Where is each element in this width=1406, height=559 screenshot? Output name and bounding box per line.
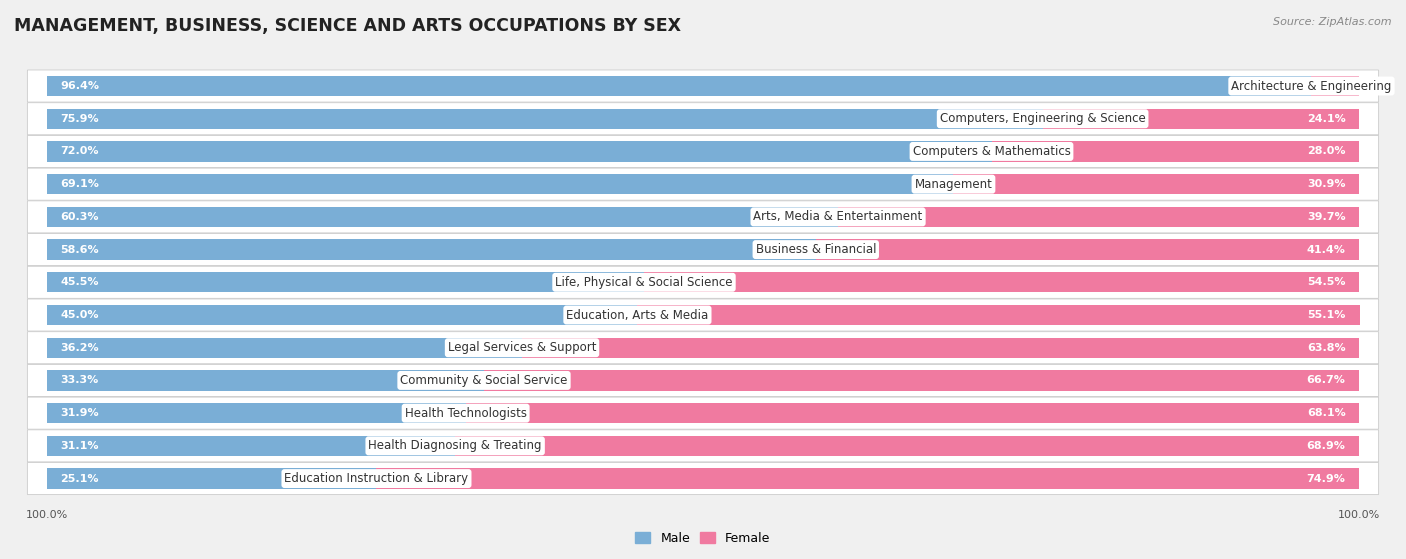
FancyBboxPatch shape: [27, 234, 1379, 266]
Text: 96.4%: 96.4%: [60, 81, 100, 91]
Text: Education Instruction & Library: Education Instruction & Library: [284, 472, 468, 485]
Bar: [48, 108, 1043, 129]
Text: 24.1%: 24.1%: [1306, 113, 1346, 124]
Bar: [456, 435, 1358, 456]
Bar: [1312, 76, 1358, 96]
FancyBboxPatch shape: [27, 266, 1379, 299]
Text: Education, Arts & Media: Education, Arts & Media: [567, 309, 709, 321]
Bar: [48, 239, 815, 260]
Text: 31.1%: 31.1%: [60, 441, 98, 451]
FancyBboxPatch shape: [27, 299, 1379, 331]
Bar: [953, 174, 1358, 195]
Text: 63.8%: 63.8%: [1308, 343, 1346, 353]
Text: 68.1%: 68.1%: [1306, 408, 1346, 418]
FancyBboxPatch shape: [27, 168, 1379, 200]
Text: Computers, Engineering & Science: Computers, Engineering & Science: [939, 112, 1146, 125]
Bar: [48, 403, 465, 423]
FancyBboxPatch shape: [27, 331, 1379, 364]
Text: Computers & Mathematics: Computers & Mathematics: [912, 145, 1070, 158]
Text: 75.9%: 75.9%: [60, 113, 98, 124]
Bar: [48, 141, 991, 162]
Text: 68.9%: 68.9%: [1306, 441, 1346, 451]
FancyBboxPatch shape: [27, 103, 1379, 135]
Bar: [991, 141, 1358, 162]
FancyBboxPatch shape: [27, 430, 1379, 462]
Text: Architecture & Engineering: Architecture & Engineering: [1232, 79, 1392, 93]
Text: 74.9%: 74.9%: [1306, 473, 1346, 484]
Text: Legal Services & Support: Legal Services & Support: [447, 341, 596, 354]
Bar: [637, 305, 1360, 325]
Bar: [522, 338, 1358, 358]
Text: Arts, Media & Entertainment: Arts, Media & Entertainment: [754, 210, 922, 224]
Bar: [48, 76, 1312, 96]
Bar: [48, 305, 637, 325]
Bar: [815, 239, 1358, 260]
Text: 25.1%: 25.1%: [60, 473, 98, 484]
Text: Health Technologists: Health Technologists: [405, 406, 527, 420]
Text: 60.3%: 60.3%: [60, 212, 98, 222]
Text: 55.1%: 55.1%: [1308, 310, 1346, 320]
Bar: [1043, 108, 1358, 129]
Text: 33.3%: 33.3%: [60, 376, 98, 386]
Text: 41.4%: 41.4%: [1306, 245, 1346, 254]
Bar: [48, 468, 377, 489]
Text: 39.7%: 39.7%: [1308, 212, 1346, 222]
Text: MANAGEMENT, BUSINESS, SCIENCE AND ARTS OCCUPATIONS BY SEX: MANAGEMENT, BUSINESS, SCIENCE AND ARTS O…: [14, 17, 681, 35]
Bar: [465, 403, 1358, 423]
Text: 45.0%: 45.0%: [60, 310, 98, 320]
Text: 28.0%: 28.0%: [1308, 146, 1346, 157]
Text: Life, Physical & Social Science: Life, Physical & Social Science: [555, 276, 733, 289]
Text: 30.9%: 30.9%: [1308, 179, 1346, 189]
Bar: [48, 207, 838, 227]
Bar: [838, 207, 1358, 227]
Text: 69.1%: 69.1%: [60, 179, 100, 189]
FancyBboxPatch shape: [27, 397, 1379, 429]
FancyBboxPatch shape: [27, 135, 1379, 168]
Text: 58.6%: 58.6%: [60, 245, 98, 254]
Bar: [484, 370, 1358, 391]
Text: Business & Financial: Business & Financial: [755, 243, 876, 256]
Bar: [644, 272, 1358, 292]
Text: 72.0%: 72.0%: [60, 146, 98, 157]
Text: 31.9%: 31.9%: [60, 408, 98, 418]
Text: 54.5%: 54.5%: [1308, 277, 1346, 287]
Text: 45.5%: 45.5%: [60, 277, 98, 287]
FancyBboxPatch shape: [27, 364, 1379, 396]
Bar: [48, 370, 484, 391]
Bar: [48, 435, 456, 456]
Text: Management: Management: [914, 178, 993, 191]
Text: 66.7%: 66.7%: [1306, 376, 1346, 386]
Text: Source: ZipAtlas.com: Source: ZipAtlas.com: [1274, 17, 1392, 27]
FancyBboxPatch shape: [27, 201, 1379, 233]
Text: Community & Social Service: Community & Social Service: [401, 374, 568, 387]
Bar: [377, 468, 1358, 489]
Bar: [48, 174, 953, 195]
Bar: [48, 338, 522, 358]
FancyBboxPatch shape: [27, 70, 1379, 102]
Text: 36.2%: 36.2%: [60, 343, 98, 353]
Legend: Male, Female: Male, Female: [630, 527, 776, 550]
Bar: [48, 272, 644, 292]
Text: 3.6%: 3.6%: [1365, 81, 1393, 91]
FancyBboxPatch shape: [27, 462, 1379, 495]
Text: Health Diagnosing & Treating: Health Diagnosing & Treating: [368, 439, 541, 452]
